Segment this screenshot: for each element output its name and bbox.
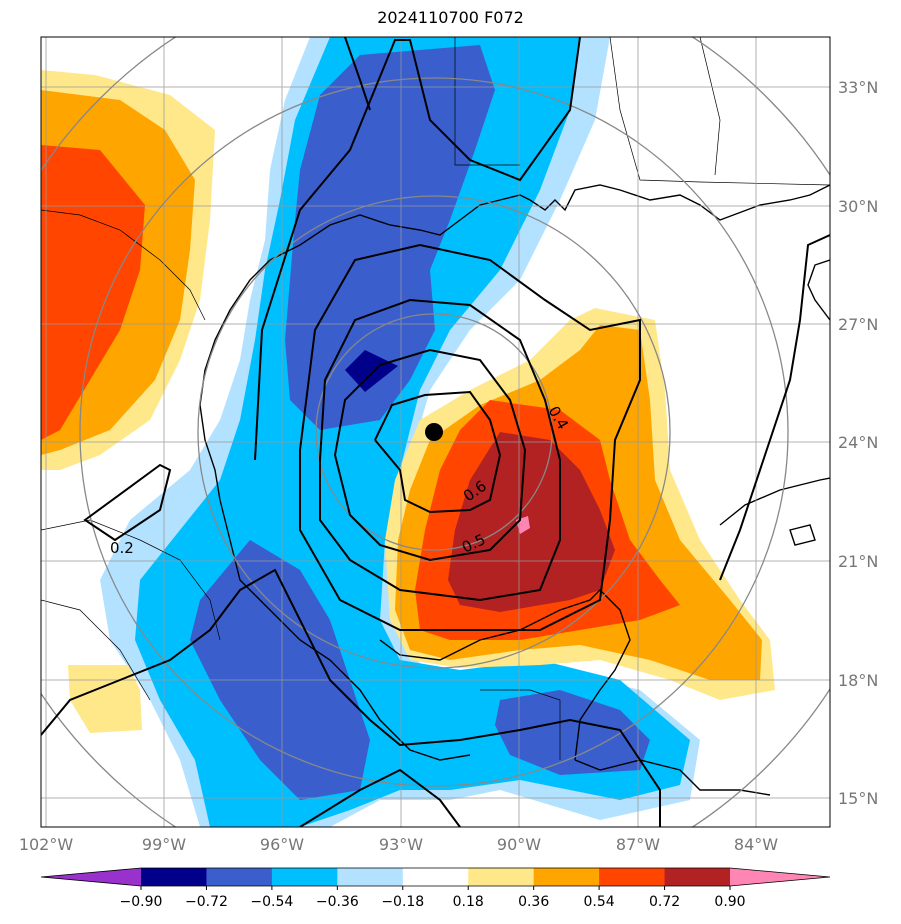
lon-label: 99°W	[142, 835, 186, 854]
colorbar-segment	[533, 868, 600, 886]
colorbar-extend-min	[41, 868, 141, 886]
colorbar-tick-label: 0.36	[518, 894, 549, 910]
map-area: 0.4 0.6 0.5 0.2	[41, 37, 830, 827]
isle-of-youth	[789, 524, 816, 546]
contour-0.2	[254, 37, 830, 581]
contour-0.2-west	[83, 463, 172, 542]
colorbar-tick-label: 0.90	[714, 894, 745, 910]
colorbar-tick-label: −0.90	[120, 894, 163, 910]
colorbar-segment	[337, 868, 404, 886]
colorbar-segment	[271, 868, 338, 886]
colorbar-tick-label: −0.18	[381, 894, 424, 910]
us-mexico-border	[41, 209, 206, 321]
mexico-internal-1	[41, 519, 221, 641]
lat-label: 27°N	[838, 315, 878, 334]
colorbar-segment	[664, 868, 731, 886]
lon-label: 87°W	[616, 835, 660, 854]
cuba	[719, 477, 830, 526]
lat-label: 33°N	[838, 78, 878, 97]
lat-label: 24°N	[838, 433, 878, 452]
contour-layer	[41, 37, 830, 827]
colorbar-segment	[141, 868, 207, 886]
colorbar-tick-label: −0.36	[316, 894, 359, 910]
colorbar-segment	[206, 868, 273, 886]
lat-labels: 33°N 30°N 27°N 24°N 21°N 18°N 15°N	[838, 78, 878, 808]
colorbar-tick-label: −0.54	[250, 894, 293, 910]
shade-east-darkred	[448, 432, 615, 612]
lon-label: 96°W	[260, 835, 304, 854]
lon-label: 90°W	[497, 835, 541, 854]
lon-label: 93°W	[379, 835, 423, 854]
storm-center-marker	[425, 423, 443, 441]
contour-0.2-south	[41, 568, 661, 827]
shade-west-red	[41, 145, 145, 440]
florida-peninsula	[807, 259, 830, 321]
lat-label: 30°N	[838, 197, 878, 216]
shade-royalblue-2	[190, 540, 370, 800]
shade-navy	[345, 350, 398, 392]
contour-0.5	[333, 348, 527, 562]
colorbar-tick-label: 0.18	[453, 894, 484, 910]
state-border-3	[699, 37, 721, 176]
colorbar: −0.90 −0.72 −0.54 −0.36 −0.18 0.18 0.36 0.54 0.7…	[40, 867, 831, 910]
figure-title: 2024110700 F072	[377, 8, 524, 27]
central-america	[574, 759, 771, 796]
contour-label-0.2: 0.2	[110, 539, 134, 557]
colorbar-tick-label: 0.72	[649, 894, 680, 910]
colorbar-segment	[599, 868, 666, 886]
colorbar-segment	[402, 868, 469, 886]
shade-west-small-yellow	[68, 665, 142, 733]
guatemala-border	[480, 689, 561, 760]
contour-0.3	[299, 243, 641, 631]
contour-0.2-nw	[344, 37, 371, 111]
state-border-2	[609, 37, 830, 186]
lon-label: 84°W	[734, 835, 778, 854]
gulf-coast-north	[199, 184, 830, 406]
yucatan-coast	[379, 589, 631, 761]
colorbar-tick-label: −0.72	[185, 894, 228, 910]
colorbar-segment	[468, 868, 535, 886]
contour-0.4	[319, 298, 561, 602]
shade-royalblue	[285, 45, 495, 430]
state-border-1	[454, 37, 520, 166]
lat-label: 15°N	[838, 789, 878, 808]
shade-royalblue-3	[495, 690, 650, 775]
lat-label: 21°N	[838, 552, 878, 571]
colorbar-tick-label: 0.54	[584, 894, 615, 910]
contour-0.2-south2	[299, 768, 461, 827]
lon-label: 102°W	[19, 835, 74, 854]
shading-layer	[41, 37, 775, 827]
lon-labels: 102°W 99°W 96°W 93°W 90°W 87°W 84°W	[19, 835, 778, 854]
contour-0.6	[374, 390, 502, 514]
lat-label: 18°N	[838, 671, 878, 690]
map-frame	[40, 36, 831, 828]
colorbar-extend-max	[730, 868, 830, 886]
